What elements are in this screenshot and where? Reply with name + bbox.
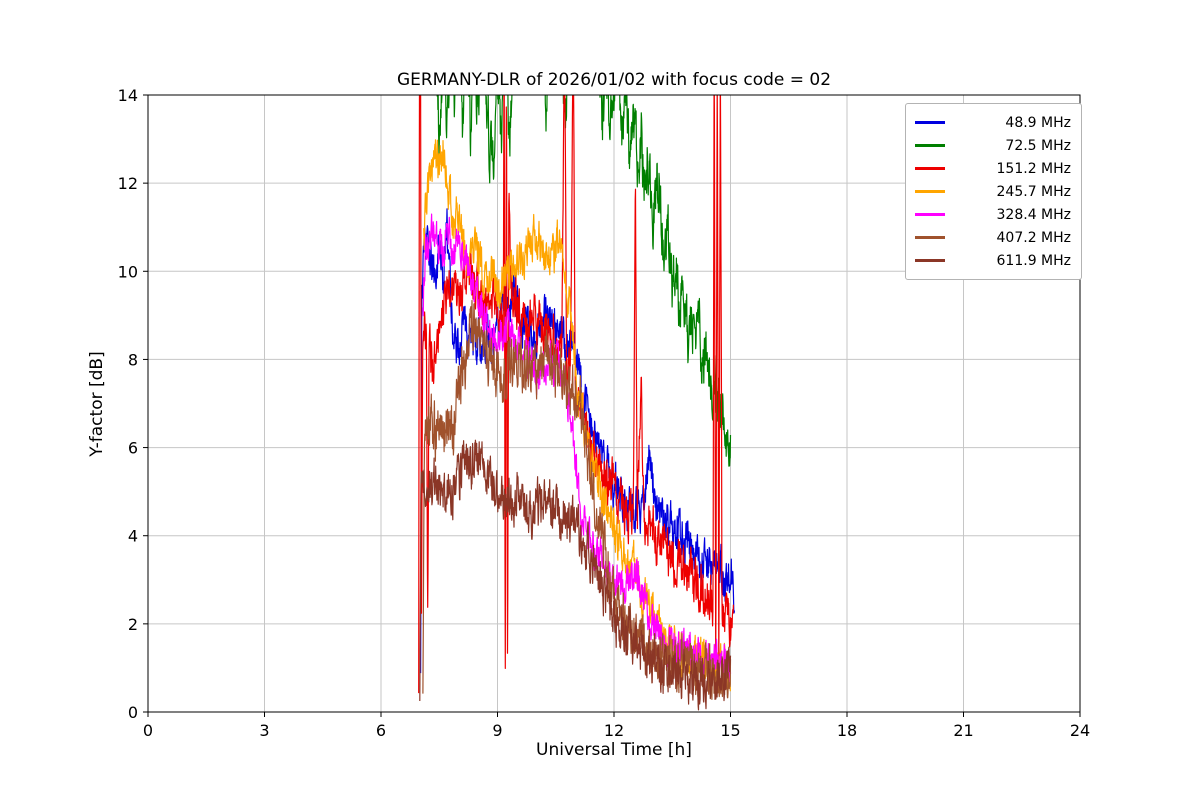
legend-swatch (915, 236, 945, 239)
legend-swatch (915, 144, 945, 147)
legend-label: 151.2 MHz (996, 160, 1071, 177)
y-tick-label: 8 (128, 350, 138, 369)
y-tick-label: 10 (118, 262, 138, 281)
chart-title: GERMANY-DLR of 2026/01/02 with focus cod… (396, 70, 832, 90)
legend-swatch (915, 121, 945, 124)
legend-label: 245.7 MHz (996, 183, 1071, 200)
y-tick-label: 14 (118, 86, 138, 105)
series-line (419, 439, 732, 711)
x-tick-label: 0 (143, 721, 153, 740)
x-axis-label: Universal Time [h] (536, 740, 692, 760)
legend-item: 151.2 MHz (915, 157, 1071, 180)
legend-label: 72.5 MHz (1005, 137, 1071, 154)
series-line (420, 208, 735, 674)
legend-item: 48.9 MHz (915, 111, 1071, 134)
x-tick-label: 18 (837, 721, 857, 740)
x-tick-label: 24 (1070, 721, 1090, 740)
x-tick-label: 15 (720, 721, 740, 740)
y-tick-label: 6 (128, 439, 138, 458)
legend-label: 407.2 MHz (996, 229, 1071, 246)
legend: 48.9 MHz 72.5 MHz 151.2 MHz 245.7 MHz 328.4 … (905, 103, 1082, 280)
legend-item: 245.7 MHz (915, 180, 1071, 203)
legend-swatch (915, 213, 945, 216)
y-tick-label: 4 (128, 527, 138, 546)
legend-item: 328.4 MHz (915, 203, 1071, 226)
legend-swatch (915, 190, 945, 193)
series-line (422, 213, 732, 685)
legend-label: 328.4 MHz (996, 206, 1071, 223)
series-line (436, 95, 732, 467)
legend-swatch (915, 167, 945, 170)
y-tick-label: 0 (128, 703, 138, 722)
x-tick-label: 9 (492, 721, 502, 740)
legend-swatch (915, 259, 945, 262)
legend-item: 72.5 MHz (915, 134, 1071, 157)
y-tick-label: 12 (118, 174, 138, 193)
x-tick-label: 12 (604, 721, 624, 740)
x-tick-label: 6 (376, 721, 386, 740)
series-group (418, 95, 735, 711)
x-tick-label: 3 (259, 721, 269, 740)
series-line (422, 299, 732, 700)
legend-item: 611.9 MHz (915, 249, 1071, 272)
legend-label: 611.9 MHz (996, 252, 1071, 269)
legend-label: 48.9 MHz (1005, 114, 1071, 131)
legend-item: 407.2 MHz (915, 226, 1071, 249)
x-tick-label: 21 (953, 721, 973, 740)
y-tick-label: 2 (128, 615, 138, 634)
